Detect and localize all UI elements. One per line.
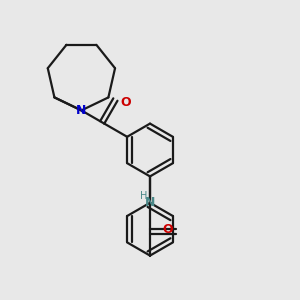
Text: O: O — [162, 223, 173, 236]
Text: N: N — [145, 196, 155, 209]
Text: O: O — [121, 96, 131, 109]
Text: N: N — [76, 104, 87, 117]
Text: H: H — [140, 191, 148, 201]
